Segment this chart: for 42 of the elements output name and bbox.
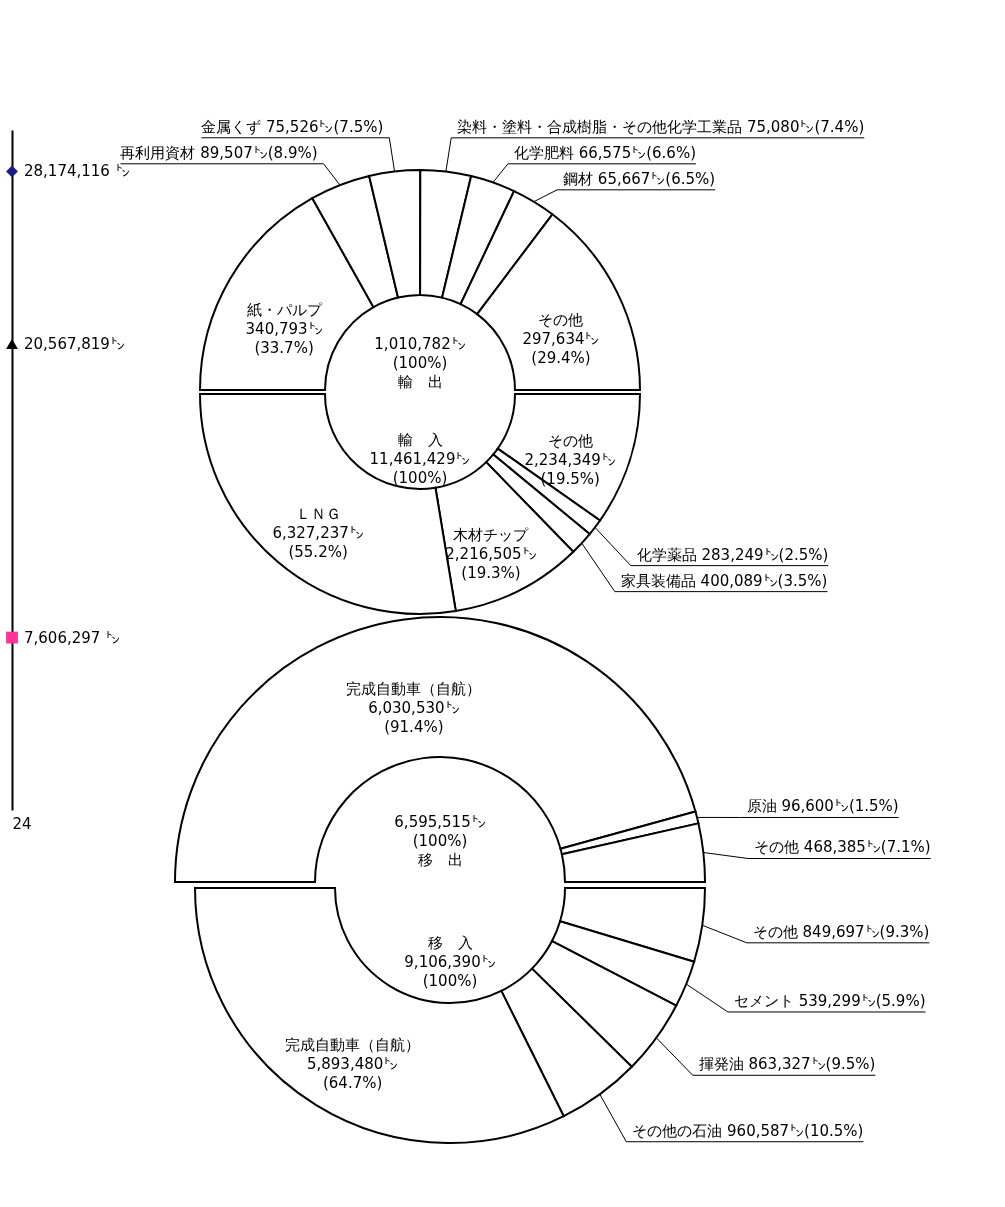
text: 輸 出 (397, 373, 443, 392)
slice-label: 原油 96,600㌧(1.5%) (746, 797, 899, 816)
text: (100%) (422, 972, 478, 991)
slice-label: 鋼材 65,667㌧(6.5%) (563, 169, 716, 188)
slice-label: 完成自動車（自航） (346, 679, 482, 698)
slice-label: 完成自動車（自航） (285, 1036, 421, 1055)
text: 11,461,429㌧ (369, 449, 471, 468)
text: (100%) (412, 832, 468, 850)
slice-label: 化学薬品 283,249㌧(2.5%) (636, 545, 829, 564)
text: 移 出 (417, 851, 463, 869)
text: 輸 入 (397, 430, 443, 449)
data-label: 297,634㌧(29.4%) (522, 329, 600, 367)
slice-label: その他 (547, 432, 593, 451)
slice-label: 金属くず 75,526㌧(7.5%) (201, 117, 384, 136)
data-label: 28,174,116 ㌧ (24, 162, 130, 181)
category-label: 24 (12, 814, 32, 833)
data-label: 6,327,237㌧(55.2%) (272, 524, 364, 562)
text: 6,595,515㌧ (394, 813, 486, 831)
slice-label: 化学肥料 66,575㌧(6.6%) (513, 143, 696, 162)
slice-label: セメント 539,299㌧(5.9%) (733, 991, 926, 1010)
data-label: 20,567,819㌧ (24, 334, 125, 353)
slice-label: 揮発油 863,327㌧(9.5%) (698, 1055, 876, 1074)
data-label: 2,234,349㌧(19.5%) (524, 451, 616, 489)
slice-label: 再利用資材 89,507㌧(8.9%) (120, 143, 318, 162)
data-label: 5,893,480㌧(64.7%) (306, 1055, 399, 1093)
slice-label: 紙・パルプ (246, 301, 323, 320)
text: 移 入 (427, 934, 473, 953)
slice-label: その他 (538, 310, 584, 329)
data-label: 340,793㌧(33.7%) (245, 320, 323, 358)
data-label: 6,030,530㌧(91.4%) (368, 698, 460, 736)
slice-label: その他 468,385㌧(7.1%) (754, 838, 931, 857)
slice-label: ＬＮＧ (295, 505, 341, 524)
text: (100%) (392, 354, 448, 373)
slice-label: 家具装備品 400,089㌧(3.5%) (620, 571, 828, 590)
text: (100%) (392, 468, 448, 487)
slice-label: その他 849,697㌧(9.3%) (752, 922, 930, 941)
data-label: 7,606,297 ㌧ (24, 628, 121, 647)
text: 1,010,782㌧ (374, 335, 466, 354)
text: 9,106,390㌧ (404, 953, 496, 972)
slice-label: 染料・塗料・合成樹脂・その他化学工業品 75,080㌧(7.4%) (457, 117, 865, 136)
slice-label: その他の石油 960,587㌧(10.5%) (632, 1121, 864, 1140)
slice-label: 木材チップ (453, 525, 530, 544)
